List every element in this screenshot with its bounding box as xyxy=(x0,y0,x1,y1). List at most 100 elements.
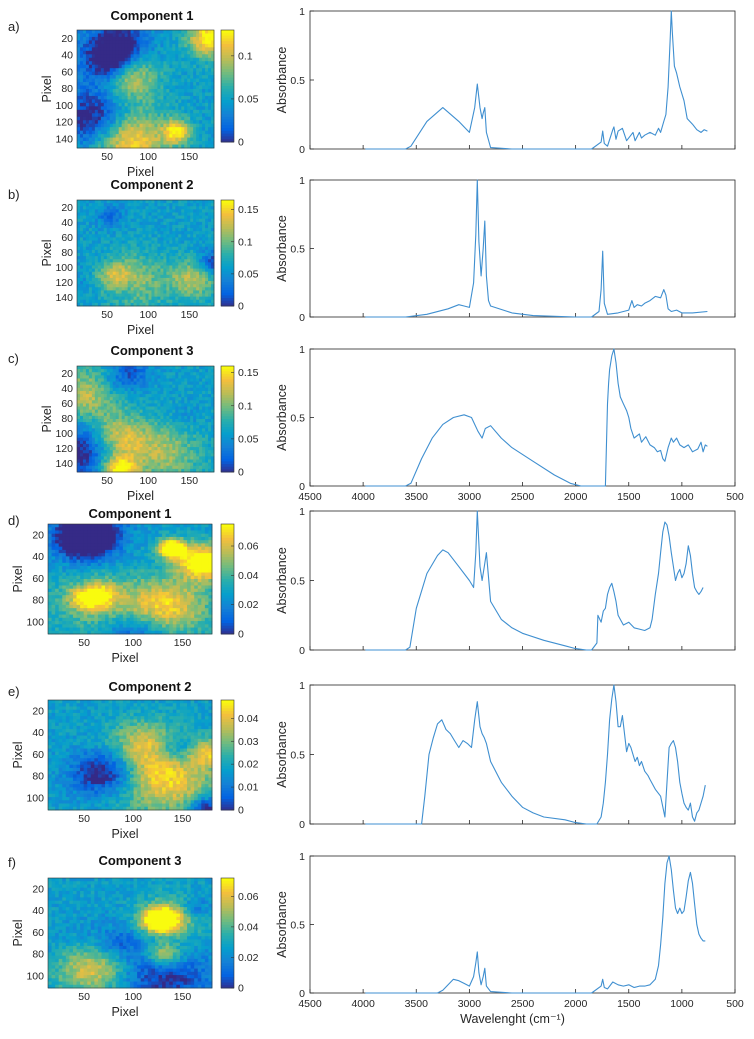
heatmap-cell xyxy=(193,116,197,121)
heatmap-cell xyxy=(88,271,93,276)
heatmap-cell xyxy=(193,144,197,149)
heatmap-cell xyxy=(208,296,212,301)
heatmap-cell xyxy=(130,434,134,439)
heatmap-cell xyxy=(115,116,120,121)
heatmap-cell xyxy=(205,71,209,76)
heatmap-cell xyxy=(77,106,81,111)
heatmap-cell xyxy=(112,134,117,138)
heatmap-cell xyxy=(208,134,212,138)
heatmap-cell xyxy=(163,462,167,467)
heatmap-cell xyxy=(187,281,191,285)
heatmap-cell xyxy=(103,228,108,232)
heatmap-cell xyxy=(172,99,176,104)
heatmap-cell xyxy=(178,134,182,138)
heatmap-cell xyxy=(97,224,102,229)
heatmap-cell xyxy=(124,206,129,210)
heatmap-cell xyxy=(190,85,194,90)
heatmap-cell xyxy=(82,36,87,41)
heatmap-cell xyxy=(202,120,206,125)
heatmap-cell xyxy=(136,75,140,79)
heatmap-cell xyxy=(145,459,149,464)
heatmap-cell xyxy=(124,434,129,439)
heatmap-cell xyxy=(148,85,152,90)
heatmap-cell xyxy=(130,116,134,121)
heatmap-cell xyxy=(202,246,206,251)
heatmap-cell xyxy=(196,387,200,392)
heatmap-cell xyxy=(154,293,158,298)
heatmap-cell xyxy=(148,144,152,149)
heatmap-cell xyxy=(175,277,179,282)
heatmap-cell xyxy=(136,113,140,118)
heatmap-cell xyxy=(97,123,102,128)
heatmap-cell xyxy=(202,400,206,404)
heatmap-cell xyxy=(148,394,152,398)
heatmap-cell xyxy=(88,109,93,114)
heatmap-cell xyxy=(211,212,215,216)
heatmap-cell xyxy=(121,302,126,307)
heatmap-cell xyxy=(85,415,90,420)
heatmap-cell xyxy=(154,102,158,107)
heatmap-cell xyxy=(97,120,102,125)
heatmap-cell xyxy=(97,397,102,401)
heatmap-cell xyxy=(187,390,191,395)
heatmap-cell xyxy=(184,85,188,90)
heatmap-frame xyxy=(76,199,215,307)
heatmap-cell xyxy=(190,224,194,229)
heatmap-cell xyxy=(112,262,117,266)
heatmap-cell xyxy=(91,415,96,420)
heatmap-cell xyxy=(190,369,194,373)
heatmap-cell xyxy=(100,203,105,207)
heatmap-cell xyxy=(85,228,90,232)
heatmap-cell xyxy=(121,120,126,125)
heatmap-cell xyxy=(181,428,185,432)
heatmap-cell xyxy=(175,212,179,216)
heatmap-cell xyxy=(148,224,152,229)
heatmap-cell xyxy=(136,240,140,245)
heatmap-cell xyxy=(79,394,84,398)
heatmap-cell xyxy=(139,459,143,464)
heatmap-cell xyxy=(166,400,170,404)
heatmap-cell xyxy=(118,447,123,451)
heatmap-cell xyxy=(97,527,102,531)
heatmap-cell xyxy=(100,293,105,298)
heatmap-cell xyxy=(127,440,132,445)
heatmap-cell xyxy=(181,412,185,417)
heatmap-cell xyxy=(193,234,197,238)
heatmap-cell xyxy=(79,218,84,223)
heatmap-cell xyxy=(91,366,96,370)
heatmap-cell xyxy=(208,403,212,407)
heatmap-cell xyxy=(127,453,132,457)
heatmap-cell xyxy=(154,262,158,266)
heatmap-cell xyxy=(77,206,81,210)
heatmap-cell xyxy=(178,224,182,229)
heatmap-cell xyxy=(118,141,123,145)
heatmap-cell xyxy=(91,271,96,276)
heatmap-cell xyxy=(178,299,182,304)
heatmap-cell xyxy=(109,224,114,229)
heatmap-cell xyxy=(127,85,132,90)
heatmap-cell xyxy=(121,144,126,149)
heatmap-cell xyxy=(208,68,212,73)
heatmap-cell xyxy=(196,290,200,294)
heatmap-cell xyxy=(142,137,146,142)
heatmap-cell xyxy=(109,462,114,467)
heatmap-cell xyxy=(160,120,164,125)
heatmap-cell xyxy=(82,82,87,86)
heatmap-cell xyxy=(136,78,140,83)
heatmap-cell xyxy=(115,262,120,266)
heatmap-cell xyxy=(157,390,161,395)
heatmap-cell xyxy=(100,378,105,382)
heatmap-cell xyxy=(139,50,143,55)
heatmap-cell xyxy=(106,240,111,245)
heatmap-cell xyxy=(77,209,81,213)
heatmap-cell xyxy=(172,240,176,245)
heatmap-cell xyxy=(163,375,167,379)
heatmap-cell xyxy=(91,384,96,389)
heatmap-cell xyxy=(154,127,158,132)
heatmap-cell xyxy=(97,403,102,407)
heatmap-cell xyxy=(100,228,105,232)
heatmap-cell xyxy=(169,40,173,45)
heatmap-cell xyxy=(97,419,102,423)
heatmap-cell xyxy=(136,212,140,216)
heatmap-cell xyxy=(157,116,161,121)
